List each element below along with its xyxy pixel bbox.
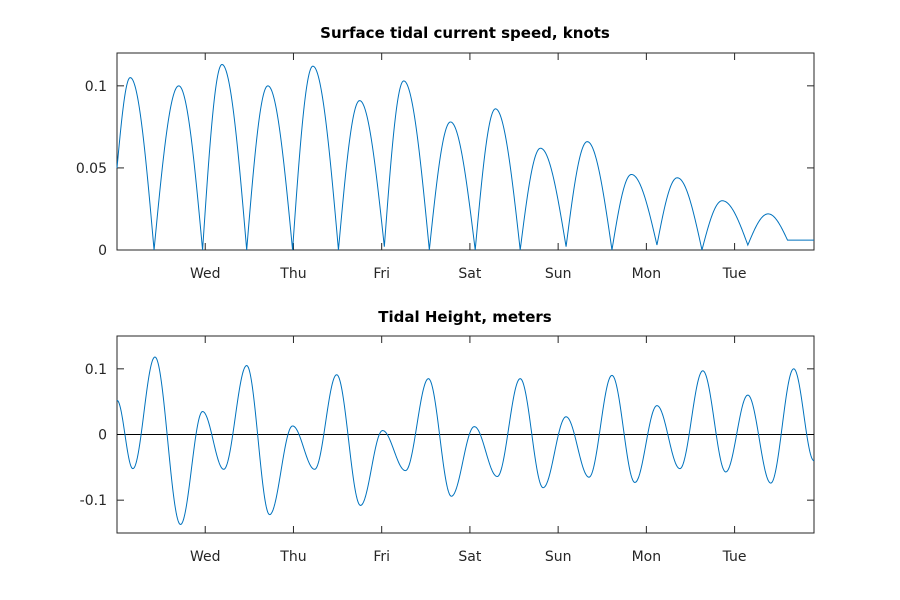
current-speed-y-tick-label: 0: [98, 243, 107, 259]
current-speed-x-tick-label: Fri: [373, 266, 390, 282]
current-speed-x-tick-label: Tue: [722, 266, 747, 282]
tidal-height-tick-labels: Wed Thu Fri Sat Sun Mon Tue -0.1 0 0.1: [80, 362, 747, 565]
tidal-height-y-tick-label: 0: [98, 428, 107, 444]
current-speed-x-tick-label: Wed: [190, 266, 221, 282]
current-speed-x-tick-label: Sat: [458, 266, 481, 282]
tidal-height-x-tick-label: Mon: [632, 549, 662, 565]
tidal-height-x-tick-label: Sun: [545, 549, 572, 565]
tidal-height-y-tick-label: -0.1: [80, 493, 107, 509]
current-speed-y-tick-label: 0.1: [85, 79, 107, 95]
tidal-height-series-line: [116, 356, 815, 525]
current-speed-x-tick-label: Mon: [632, 266, 662, 282]
current-speed-y-tick-label: 0.05: [76, 161, 107, 177]
tidal-height-x-tick-label: Fri: [373, 549, 390, 565]
tidal-height-x-tick-label: Wed: [190, 549, 221, 565]
tidal-height-title: Tidal Height, meters: [378, 308, 552, 326]
tidal-height-panel: Tidal Height, meters Wed Thu Fri Sat Sun Mon T…: [80, 308, 815, 565]
current-speed-ticks: [117, 53, 814, 251]
current-speed-x-tick-label: Sun: [545, 266, 572, 282]
current-speed-tick-labels: Wed Thu Fri Sat Sun Mon Tue 0 0.05 0.1: [76, 79, 747, 282]
current-speed-series-line: [116, 63, 814, 251]
tidal-height-x-tick-label: Sat: [458, 549, 481, 565]
tidal-height-x-tick-label: Tue: [722, 549, 747, 565]
tidal-height-y-tick-label: 0.1: [85, 362, 107, 378]
current-speed-x-tick-label: Thu: [279, 266, 306, 282]
current-speed-panel: Surface tidal current speed, knots Wed Th…: [76, 24, 815, 282]
current-speed-axes-frame: [116, 52, 815, 251]
tidal-height-x-tick-label: Thu: [279, 549, 306, 565]
current-speed-title: Surface tidal current speed, knots: [320, 24, 610, 42]
